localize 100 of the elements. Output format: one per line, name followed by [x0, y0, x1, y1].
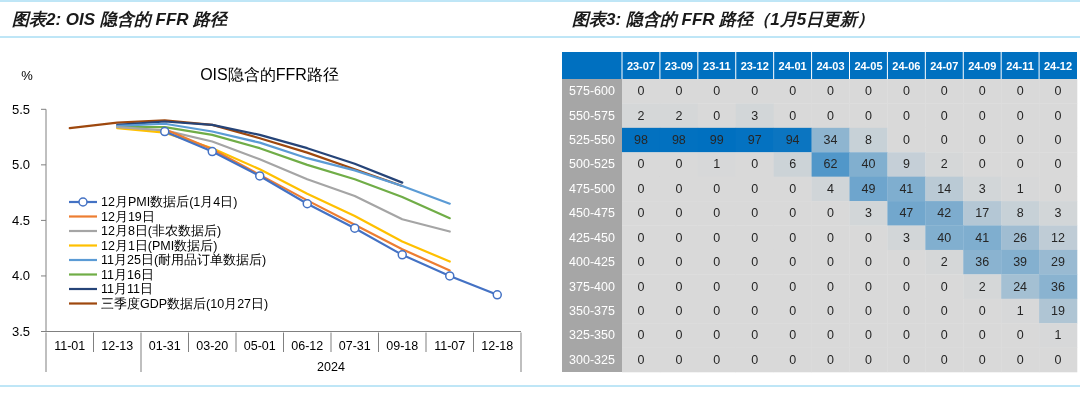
data-label: 0 [827, 279, 835, 294]
data-label: 0 [789, 255, 797, 270]
data-label: 36 [975, 255, 990, 270]
legend-label: 11月11日 [101, 282, 153, 296]
data-label: 39 [1013, 255, 1028, 270]
y-tick-label: 550-575 [569, 108, 615, 123]
data-label: 40 [861, 157, 876, 172]
data-label: 40 [937, 230, 952, 245]
data-label: 0 [940, 108, 948, 123]
data-label: 0 [978, 84, 986, 99]
x-tick-label: 05-01 [243, 339, 276, 353]
data-label: 0 [675, 84, 683, 99]
legend-label: 12月19日 [101, 209, 155, 224]
data-label: 42 [937, 206, 952, 221]
x-tick-label: 03-20 [196, 339, 229, 353]
data-label: 24 [1013, 279, 1028, 294]
data-label: 0 [713, 108, 721, 123]
data-label: 0 [713, 255, 721, 270]
legend-label: 三季度GDP数据后(10月27日) [101, 295, 269, 311]
data-label: 3 [1054, 206, 1062, 221]
data-label: 26 [1013, 230, 1028, 245]
data-label: 0 [713, 279, 721, 294]
data-label: 94 [785, 133, 800, 148]
data-label: 0 [940, 279, 948, 294]
data-label: 41 [899, 181, 914, 196]
data-label: 0 [637, 157, 645, 172]
data-label: 17 [975, 206, 990, 221]
data-label: 0 [902, 84, 910, 99]
data-label: 0 [637, 279, 645, 294]
data-label: 0 [940, 133, 948, 148]
data-label: 0 [827, 230, 835, 245]
data-label: 0 [1054, 157, 1062, 172]
x-tick-label: 24-09 [968, 59, 997, 72]
point [207, 146, 217, 157]
chart-title: 图表3: 隐含的 FFR 路径（1月5日更新） [572, 10, 875, 29]
data-label: 0 [827, 108, 835, 123]
data-label: 0 [940, 352, 948, 367]
y-tick-label: 4.5 [11, 212, 30, 228]
data-label: 0 [1016, 108, 1024, 123]
data-label: 0 [637, 255, 645, 270]
data-label: 14 [937, 181, 952, 196]
data-label: 0 [751, 279, 759, 294]
data-label: 3 [978, 181, 986, 196]
data-label: 0 [637, 84, 645, 99]
data-label: 1 [1016, 181, 1024, 196]
data-label: 0 [637, 303, 645, 318]
data-label: 0 [940, 328, 948, 343]
data-label: 0 [864, 328, 872, 343]
data-label: 0 [902, 328, 910, 343]
data-label: 0 [675, 352, 683, 367]
data-label: 0 [978, 133, 986, 148]
point [492, 290, 502, 300]
data-label: 0 [978, 303, 986, 318]
data-label: 0 [902, 279, 910, 294]
data-label: 0 [827, 303, 835, 318]
x-tick-label: 24-03 [816, 59, 845, 72]
data-label: 0 [713, 303, 721, 318]
x-tick-label: 23-11 [703, 59, 731, 72]
y-tick-label: 375-400 [569, 279, 615, 294]
data-label: 99 [709, 133, 724, 148]
data-label: 3 [751, 108, 759, 123]
point [397, 250, 407, 260]
data-label: 0 [751, 328, 759, 343]
point [350, 223, 360, 233]
data-label: 0 [675, 303, 683, 318]
y-tick-label: 325-350 [569, 328, 615, 343]
data-label: 2 [978, 279, 986, 294]
legend-label: 12月8日(非农数据后) [101, 224, 222, 238]
data-label: 8 [864, 133, 872, 148]
y-tick-label: 450-475 [569, 206, 615, 221]
x-tick-label: 23-09 [664, 59, 693, 72]
data-label: 1 [1054, 328, 1062, 343]
data-label: 3 [864, 206, 872, 221]
data-label: 0 [864, 84, 872, 99]
data-label: 0 [1054, 108, 1062, 123]
data-label: 0 [789, 206, 797, 221]
data-label: 12 [1051, 230, 1066, 245]
y-tick-label: 4.0 [11, 268, 30, 284]
data-label: 36 [1051, 279, 1066, 294]
data-label: 0 [675, 230, 683, 245]
data-label: 0 [940, 303, 948, 318]
data-label: 0 [713, 84, 721, 99]
data-label: 0 [827, 206, 835, 221]
data-label: 0 [902, 108, 910, 123]
data-label: 0 [978, 157, 986, 172]
x-tick-label: 24-11 [1006, 59, 1034, 72]
data-label: 19 [1051, 303, 1066, 318]
data-label: 2 [940, 157, 948, 172]
point [255, 171, 265, 181]
data-label: 4 [827, 181, 835, 196]
x-tick-label: 12-18 [481, 339, 514, 353]
data-label: 47 [899, 206, 914, 221]
data-label: 0 [789, 181, 797, 196]
data-label: 0 [675, 279, 683, 294]
data-label: 0 [713, 230, 721, 245]
x-tick-label: 24-05 [854, 59, 883, 72]
data-label: 0 [713, 328, 721, 343]
data-label: 0 [751, 303, 759, 318]
data-label: 0 [902, 255, 910, 270]
data-label: 0 [789, 84, 797, 99]
